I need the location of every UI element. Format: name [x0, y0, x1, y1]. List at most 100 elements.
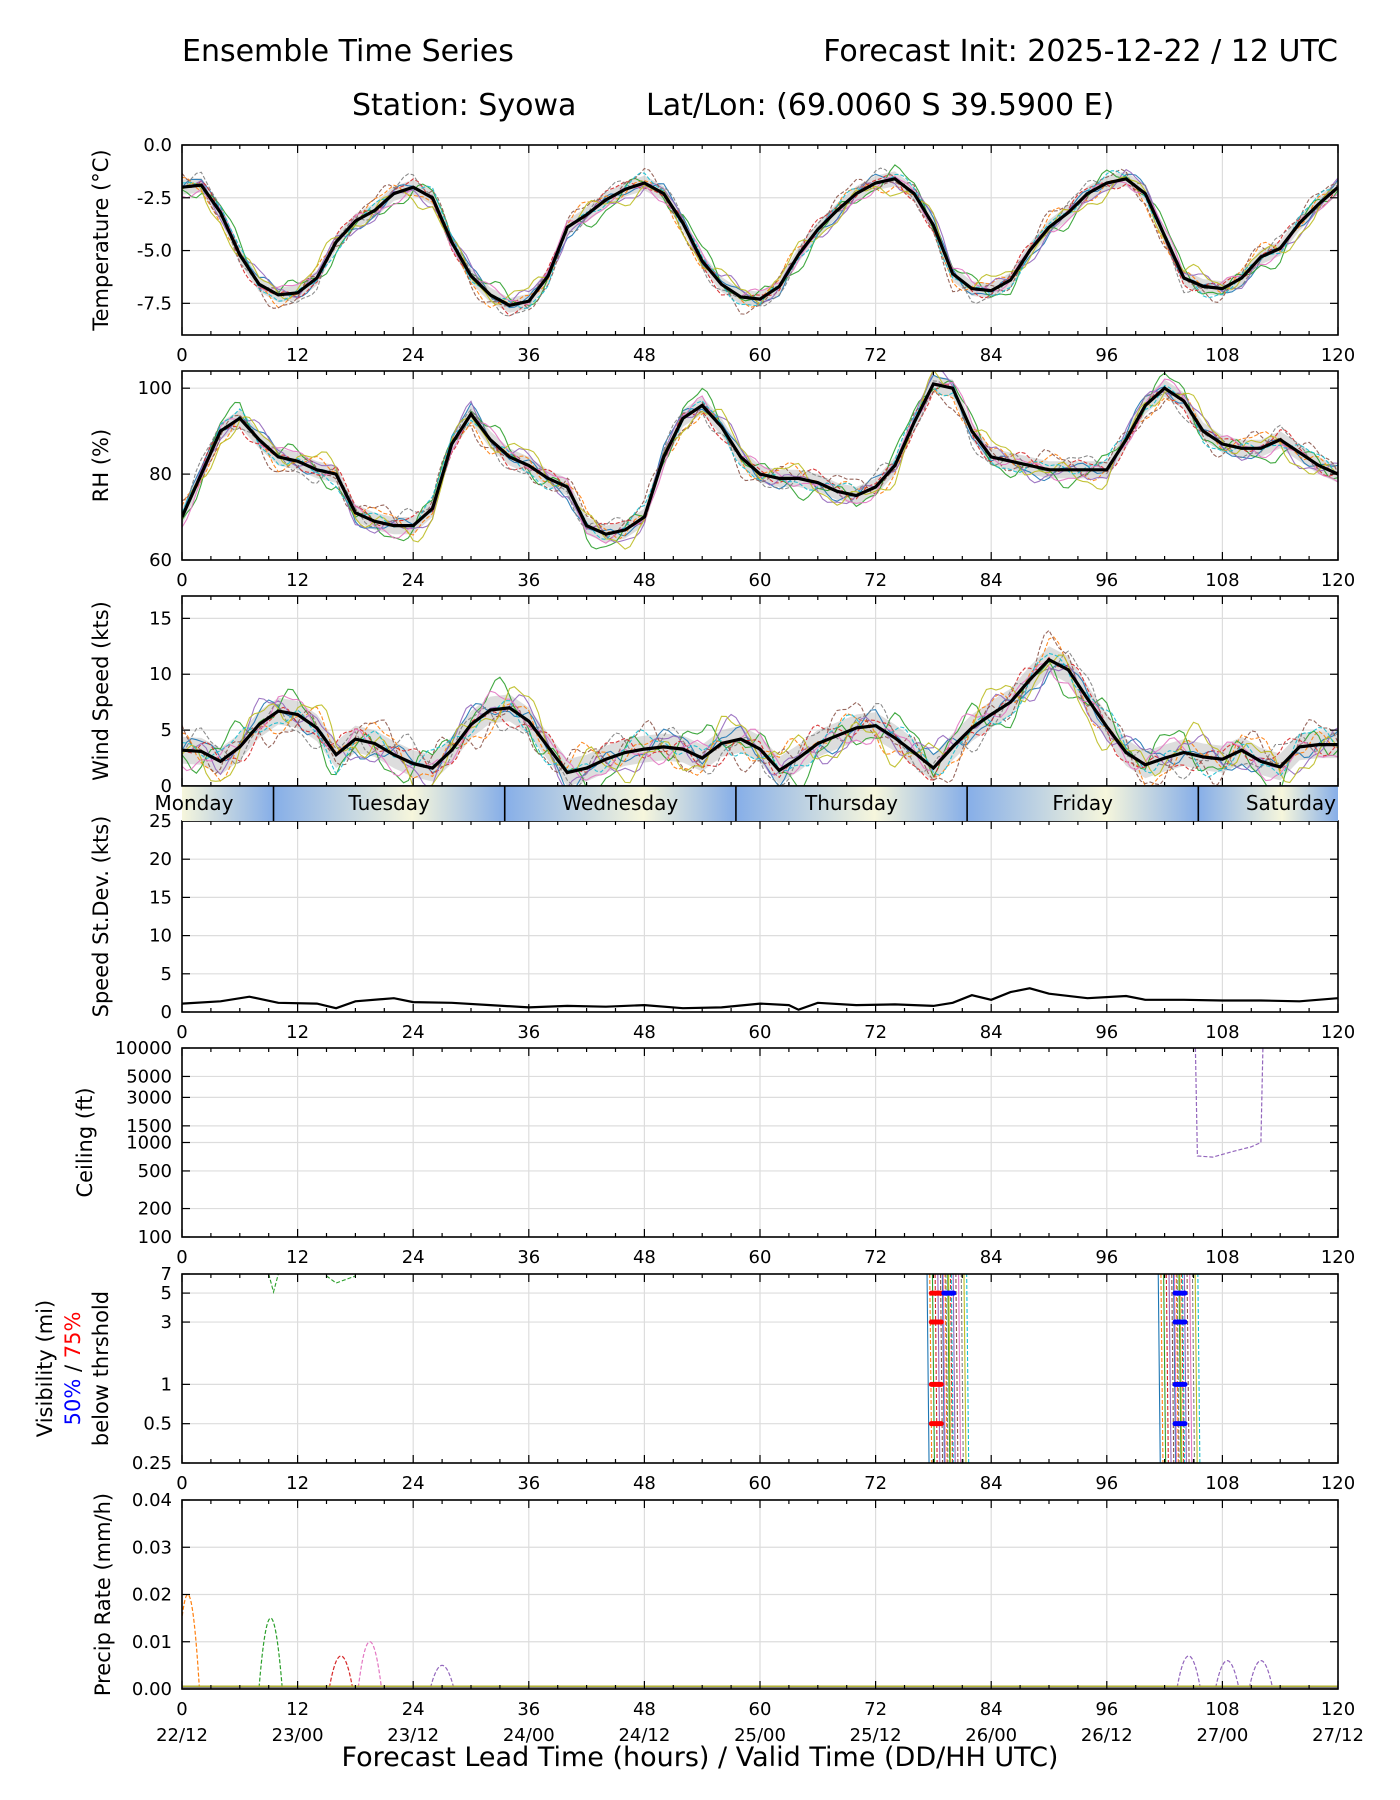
y-tick-label: 3000: [126, 1087, 172, 1108]
threshold-75-label: 75%: [61, 1312, 85, 1359]
y-axis-label: Temperature (°C): [89, 149, 113, 331]
x-tick-label: 72: [864, 345, 887, 366]
visibility-member-line: [934, 1274, 954, 1463]
x-tick-label: 120: [1321, 345, 1355, 366]
x-tick-label: 12: [286, 345, 309, 366]
valid-time-tick-label: 26/12: [1081, 1725, 1133, 1746]
x-tick-label: 36: [517, 1022, 540, 1043]
day-label-monday: Monday: [155, 791, 234, 815]
x-tick-label: 84: [980, 570, 1003, 591]
y-tick-label: 60: [149, 550, 172, 571]
x-tick-label: 120: [1321, 1247, 1355, 1268]
threshold-slash: /: [61, 1358, 85, 1378]
station-title: Station: Syowa: [352, 88, 577, 123]
x-tick-label: 36: [517, 1247, 540, 1268]
visibility-member-line: [945, 1274, 964, 1463]
x-tick-label: 120: [1321, 1699, 1355, 1720]
y-tick-label: -2.5: [137, 188, 172, 209]
stdev-line: [182, 987, 1338, 1011]
y-axis-label: RH (%): [89, 429, 113, 502]
visibility-member-line: [1179, 1274, 1198, 1463]
x-tick-label: 60: [749, 1022, 772, 1043]
x-tick-label: 120: [1321, 1022, 1355, 1043]
y-axis-label: Visibility (mi): [33, 1300, 57, 1437]
x-tick-label: 0: [176, 1022, 187, 1043]
threshold-50-label: 50%: [61, 1379, 85, 1426]
y-tick-label: 500: [138, 1161, 172, 1182]
visibility-member-line: [929, 1274, 948, 1463]
ensemble-spread-band: [182, 375, 1338, 543]
precip-member-peak: [1248, 1660, 1274, 1688]
valid-time-tick-label: 25/00: [734, 1725, 786, 1746]
panel-4-plot-area: [1194, 1048, 1264, 1158]
y-tick-label: 20: [149, 849, 172, 870]
ensemble-member-line: [182, 384, 1338, 540]
x-tick-label: 108: [1205, 1473, 1239, 1494]
y-tick-label: 1: [161, 1374, 172, 1395]
day-label-tuesday: Tuesday: [347, 791, 430, 815]
panel-2-plot-area: [182, 629, 1338, 786]
visibility-member-line: [931, 1274, 951, 1463]
x-tick-label: 96: [1095, 1699, 1118, 1720]
x-tick-label: 108: [1205, 1699, 1239, 1720]
chart-title-left: Ensemble Time Series: [182, 34, 514, 69]
x-tick-label: 0: [176, 1247, 187, 1268]
x-tick-label: 84: [980, 1473, 1003, 1494]
y-tick-label: 0.04: [132, 1490, 172, 1511]
visibility-member-line: [950, 1274, 970, 1463]
day-strip-cell: [182, 786, 274, 821]
ensemble-member-line: [182, 663, 1338, 786]
panel-0-plot-area: [182, 164, 1338, 317]
x-tick-label: 72: [864, 570, 887, 591]
ensemble-member-line: [182, 167, 1338, 315]
x-tick-label: 12: [286, 570, 309, 591]
x-tick-label: 24: [402, 1022, 425, 1043]
panel-3-plot-area: [182, 987, 1338, 1011]
y-tick-label: 0: [161, 1002, 172, 1023]
y-tick-label: 15: [149, 887, 172, 908]
ensemble-member-line: [182, 656, 1338, 781]
ensemble-member-line: [182, 390, 1338, 540]
y-axis-label: Speed St.Dev. (kts): [89, 816, 113, 1018]
visibility-member-line: [1168, 1274, 1187, 1463]
ensemble-member-line: [182, 388, 1338, 540]
precip-member-peak: [357, 1641, 383, 1688]
day-strip-cell: [735, 786, 968, 821]
visibility-member-line: [942, 1274, 962, 1463]
x-tick-label: 48: [633, 345, 656, 366]
y-tick-label: 0.0: [143, 135, 172, 156]
forecast-init-title: Forecast Init: 2025-12-22 / 12 UTC: [823, 34, 1338, 69]
y-tick-label: 3: [161, 1312, 172, 1333]
precip-member-peak: [328, 1655, 354, 1688]
ensemble-member-line: [182, 167, 1338, 317]
y-tick-label: 80: [149, 464, 172, 485]
x-tick-label: 12: [286, 1247, 309, 1268]
ensemble-member-line: [182, 371, 1338, 543]
y-axis-label: Ceiling (ft): [73, 1087, 97, 1197]
x-tick-label: 84: [980, 1699, 1003, 1720]
latlon-title: Lat/Lon: (69.0060 S 39.5900 E): [646, 88, 1115, 123]
panel-1-plot-area: [182, 371, 1338, 550]
y-tick-label: 1000: [126, 1133, 172, 1154]
y-tick-label: 25: [149, 811, 172, 832]
y-tick-label: 0.01: [132, 1632, 172, 1653]
visibility-member-line: [937, 1274, 956, 1463]
visibility-member-line: [1176, 1274, 1196, 1463]
ensemble-mean-line: [182, 657, 1338, 775]
valid-time-tick-label: 24/00: [503, 1725, 555, 1746]
visibility-member-line: [1173, 1274, 1193, 1463]
y-tick-label: -5.0: [137, 241, 172, 262]
visibility-member-line: [1160, 1274, 1179, 1463]
x-tick-label: 96: [1095, 345, 1118, 366]
visibility-threshold-sublabel: below thrshold: [89, 1291, 113, 1446]
x-tick-label: 72: [864, 1247, 887, 1268]
x-tick-label: 24: [402, 570, 425, 591]
visibility-threshold-label: 50% / 75%: [61, 1312, 85, 1426]
day-label-wednesday: Wednesday: [562, 791, 678, 815]
precip-member-peak: [429, 1665, 455, 1688]
precip-member-peak: [258, 1617, 283, 1688]
x-tick-label: 48: [633, 570, 656, 591]
y-tick-label: 5: [161, 720, 172, 741]
x-tick-label: 0: [176, 345, 187, 366]
